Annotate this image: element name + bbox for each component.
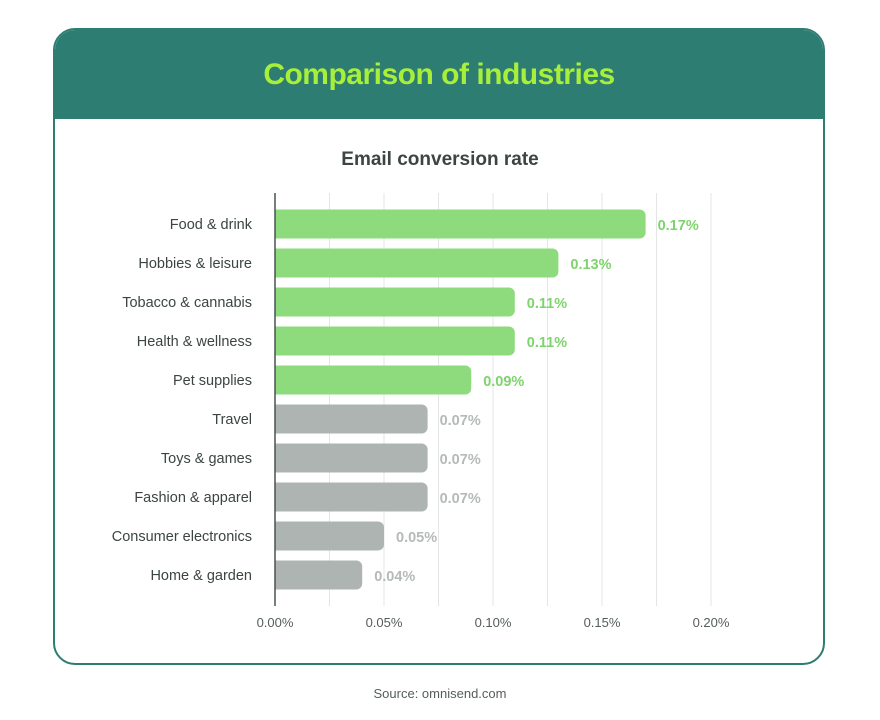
x-tick-label: 0.05% bbox=[366, 615, 403, 630]
x-tick-label: 0.00% bbox=[257, 615, 294, 630]
x-tick-label: 0.15% bbox=[584, 615, 621, 630]
bars: Food & drink 0.17% Hobbies & leisure 0.13% T… bbox=[112, 209, 699, 590]
value-label: 0.07% bbox=[440, 491, 481, 507]
category-label: Tobacco & cannabis bbox=[122, 295, 252, 311]
value-label: 0.17% bbox=[658, 218, 699, 234]
category-label: Food & drink bbox=[170, 217, 253, 233]
page-title: Comparison of industries bbox=[263, 57, 615, 91]
value-label: 0.11% bbox=[527, 296, 567, 312]
category-label: Toys & games bbox=[161, 451, 252, 467]
category-label: Hobbies & leisure bbox=[138, 256, 252, 272]
value-label: 0.05% bbox=[396, 530, 437, 546]
category-label: Fashion & apparel bbox=[134, 490, 252, 506]
category-label: Health & wellness bbox=[137, 334, 252, 350]
category-label: Consumer electronics bbox=[112, 529, 252, 545]
bar bbox=[275, 326, 515, 356]
bar bbox=[275, 560, 363, 590]
bar bbox=[275, 365, 472, 395]
category-label: Travel bbox=[212, 412, 252, 428]
bar bbox=[275, 287, 515, 317]
source-note: Source: omnisend.com bbox=[373, 686, 507, 701]
value-label: 0.04% bbox=[374, 569, 415, 585]
bar bbox=[275, 521, 384, 551]
bar bbox=[275, 404, 428, 434]
x-tick-label: 0.20% bbox=[693, 615, 730, 630]
bar bbox=[275, 482, 428, 512]
category-label: Home & garden bbox=[150, 568, 252, 584]
bar bbox=[275, 248, 559, 278]
value-label: 0.11% bbox=[527, 335, 567, 351]
bar bbox=[275, 443, 428, 473]
value-label: 0.09% bbox=[483, 374, 524, 390]
value-label: 0.07% bbox=[440, 452, 481, 468]
value-label: 0.13% bbox=[570, 257, 611, 273]
bar bbox=[275, 209, 646, 239]
card-header: Comparison of industries bbox=[55, 30, 823, 119]
value-label: 0.07% bbox=[440, 413, 481, 429]
axes: 0.00% 0.05% 0.10% 0.15% 0.20% bbox=[257, 193, 730, 630]
category-label: Pet supplies bbox=[173, 373, 252, 389]
x-tick-label: 0.10% bbox=[475, 615, 512, 630]
chart-title: Email conversion rate bbox=[341, 149, 538, 170]
